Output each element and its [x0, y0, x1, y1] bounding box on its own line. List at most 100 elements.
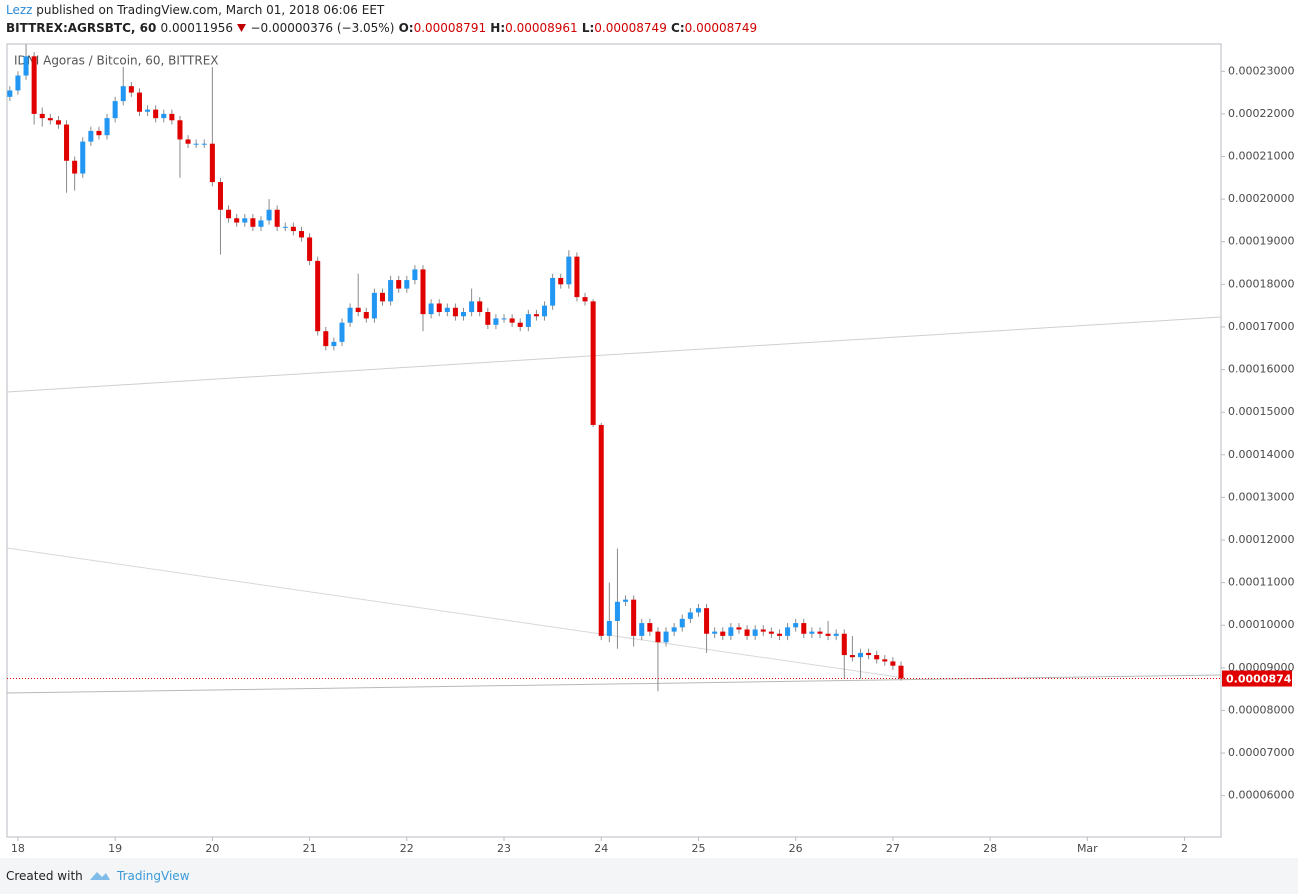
- publish-line: Lezz published on TradingView.com, March…: [6, 3, 384, 17]
- candle-body: [396, 280, 402, 289]
- last: 0.00011956: [160, 21, 234, 35]
- candle-body: [469, 301, 475, 313]
- candle-body: [355, 307, 361, 313]
- candle-body: [161, 113, 167, 119]
- candle-body: [153, 109, 159, 119]
- candle-body: [452, 307, 458, 317]
- candle-body: [412, 269, 418, 281]
- candle-body: [517, 322, 523, 327]
- logo: [90, 872, 110, 880]
- x-tick-label: 21: [303, 842, 317, 855]
- high: 0.00008961: [505, 21, 578, 35]
- x-tick-label: Mar: [1077, 842, 1098, 855]
- candle-body: [614, 601, 620, 621]
- candle-body: [64, 124, 70, 161]
- candle-body: [736, 627, 742, 630]
- candle-body: [461, 312, 467, 317]
- candle-body: [671, 627, 677, 632]
- candle-body: [866, 652, 872, 656]
- x-tick-label: 28: [983, 842, 997, 855]
- candle-body: [712, 631, 718, 634]
- footer: Created with TradingView: [0, 858, 1298, 894]
- y-tick-label: 0.00006000: [1228, 789, 1294, 802]
- candle-body: [728, 627, 734, 636]
- high-label: H:: [490, 21, 506, 35]
- candle-body: [226, 209, 232, 219]
- x-tick-label: 19: [108, 842, 122, 855]
- candle-body: [485, 312, 491, 325]
- candle-body: [185, 139, 191, 144]
- candle-body: [15, 75, 21, 91]
- candle-body: [379, 292, 386, 302]
- candle-body: [234, 218, 240, 223]
- candle-body: [533, 314, 539, 317]
- candle-body: [776, 633, 782, 636]
- trend-line: [6, 674, 1222, 694]
- y-tick-label: 0.00015000: [1228, 405, 1294, 418]
- candle-body: [639, 623, 645, 636]
- candle-body: [477, 301, 483, 313]
- candle-body: [23, 56, 29, 76]
- candle-body: [96, 130, 102, 136]
- open: 0.00008791: [413, 21, 487, 35]
- close-label: C:: [671, 21, 685, 35]
- x-tick-label: 26: [789, 842, 803, 855]
- candle-body: [55, 120, 61, 125]
- candle-body: [145, 109, 151, 112]
- candle-body: [566, 256, 572, 285]
- candle-body: [785, 627, 791, 636]
- candle-body: [833, 633, 839, 636]
- candle-body: [323, 331, 329, 347]
- x-tick-label: 2: [1181, 842, 1188, 855]
- candle-body: [509, 318, 515, 323]
- candle-body: [169, 113, 175, 121]
- author[interactable]: Lezz: [6, 3, 33, 17]
- candle-body: [768, 631, 774, 634]
- candle-body: [550, 277, 556, 306]
- chart: IDNI Agoras / Bitcoin, 60, BITTREX 0.000…: [6, 43, 1298, 855]
- symbol-bar: BITTREX:AGRSBTC, 60 0.00011956 −0.000003…: [6, 21, 757, 35]
- symbol: BITTREX:AGRSBTC, 60: [6, 21, 157, 35]
- y-tick-label: 0.00023000: [1228, 64, 1294, 77]
- y-tick-label: 0.00016000: [1228, 363, 1294, 376]
- candle-body: [874, 655, 880, 660]
- candle-body: [371, 292, 377, 319]
- candle-body: [542, 305, 548, 317]
- candle-body: [104, 118, 110, 136]
- y-tick-label: 0.00010000: [1228, 618, 1294, 631]
- candle-body: [80, 141, 86, 174]
- candle-body: [193, 143, 199, 145]
- candle-body: [177, 120, 183, 140]
- candle-body: [258, 220, 264, 227]
- trend-line: [6, 547, 906, 679]
- brand[interactable]: TradingView: [117, 869, 190, 883]
- open-label: O:: [398, 21, 414, 35]
- candle-body: [47, 118, 53, 121]
- candle-body: [493, 318, 499, 325]
- y-tick-label: 0.00019000: [1228, 235, 1294, 248]
- candle-body: [72, 160, 78, 174]
- candle-body: [428, 303, 434, 315]
- candle-body: [687, 612, 693, 619]
- candle-body: [31, 56, 37, 114]
- x-tick-label: 25: [691, 842, 705, 855]
- candle-body: [720, 631, 726, 636]
- y-tick-label: 0.00014000: [1228, 448, 1294, 461]
- candle-body: [7, 90, 13, 97]
- candle-body: [525, 314, 531, 327]
- candle-body: [898, 665, 904, 679]
- chart-title: IDNI Agoras / Bitcoin, 60, BITTREX: [14, 54, 219, 68]
- candle-body: [501, 318, 507, 320]
- candle-body: [882, 659, 888, 662]
- candle-body: [574, 256, 580, 298]
- candle-body: [825, 633, 831, 636]
- candle-body: [266, 209, 272, 221]
- trend-line: [6, 316, 1222, 393]
- candle-body: [704, 608, 710, 634]
- candle-body: [663, 631, 669, 643]
- change: −0.00000376 (−3.05%): [250, 21, 395, 35]
- y-tick-label: 0.00017000: [1228, 320, 1294, 333]
- candle-body: [290, 226, 296, 232]
- candle-body: [606, 620, 612, 636]
